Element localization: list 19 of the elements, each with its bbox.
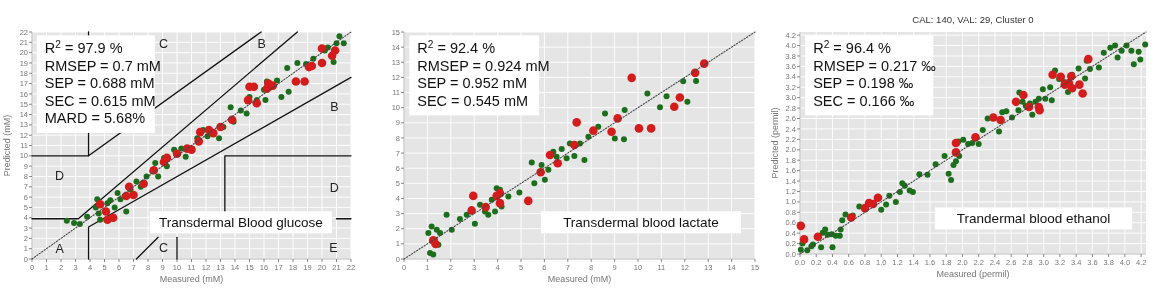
annotation: Trandermal blood ethanol: [956, 211, 1111, 227]
y-axis-title: Predicted (mM): [2, 114, 12, 177]
annotation: Transdermal Blood glucose: [159, 215, 323, 231]
y-axis-title: Predicted (permil): [770, 107, 780, 179]
x-axis-title: Measured (permil): [936, 269, 1010, 279]
annotation: C: [159, 241, 169, 256]
annotation: R$^{2}$ = 96.4 % RMSEP = 0.217 ‰ SEP = 0.198 ‰ SEC = 0.166 ‰: [813, 38, 937, 109]
annotation: R$^{2}$ = 92.4 % RMSEP = 0.924 mM SEP = 0.952 mM SEC = 0.545 mM: [417, 38, 550, 109]
annotation: D: [55, 168, 65, 183]
x-axis-title: Measured (mM): [159, 274, 224, 284]
annotation: B: [257, 37, 266, 52]
annotation: E: [329, 241, 338, 256]
annotation: D: [329, 181, 339, 196]
x-axis-title: Measured (mM): [547, 274, 612, 284]
annotation: B: [330, 100, 339, 115]
annotation: Transdermal blood lactate: [563, 215, 719, 231]
annotation: A: [55, 242, 65, 257]
chart-title: CAL: 140, VAL: 29, Cluster 0: [912, 14, 1034, 25]
annotation: C: [159, 37, 169, 52]
